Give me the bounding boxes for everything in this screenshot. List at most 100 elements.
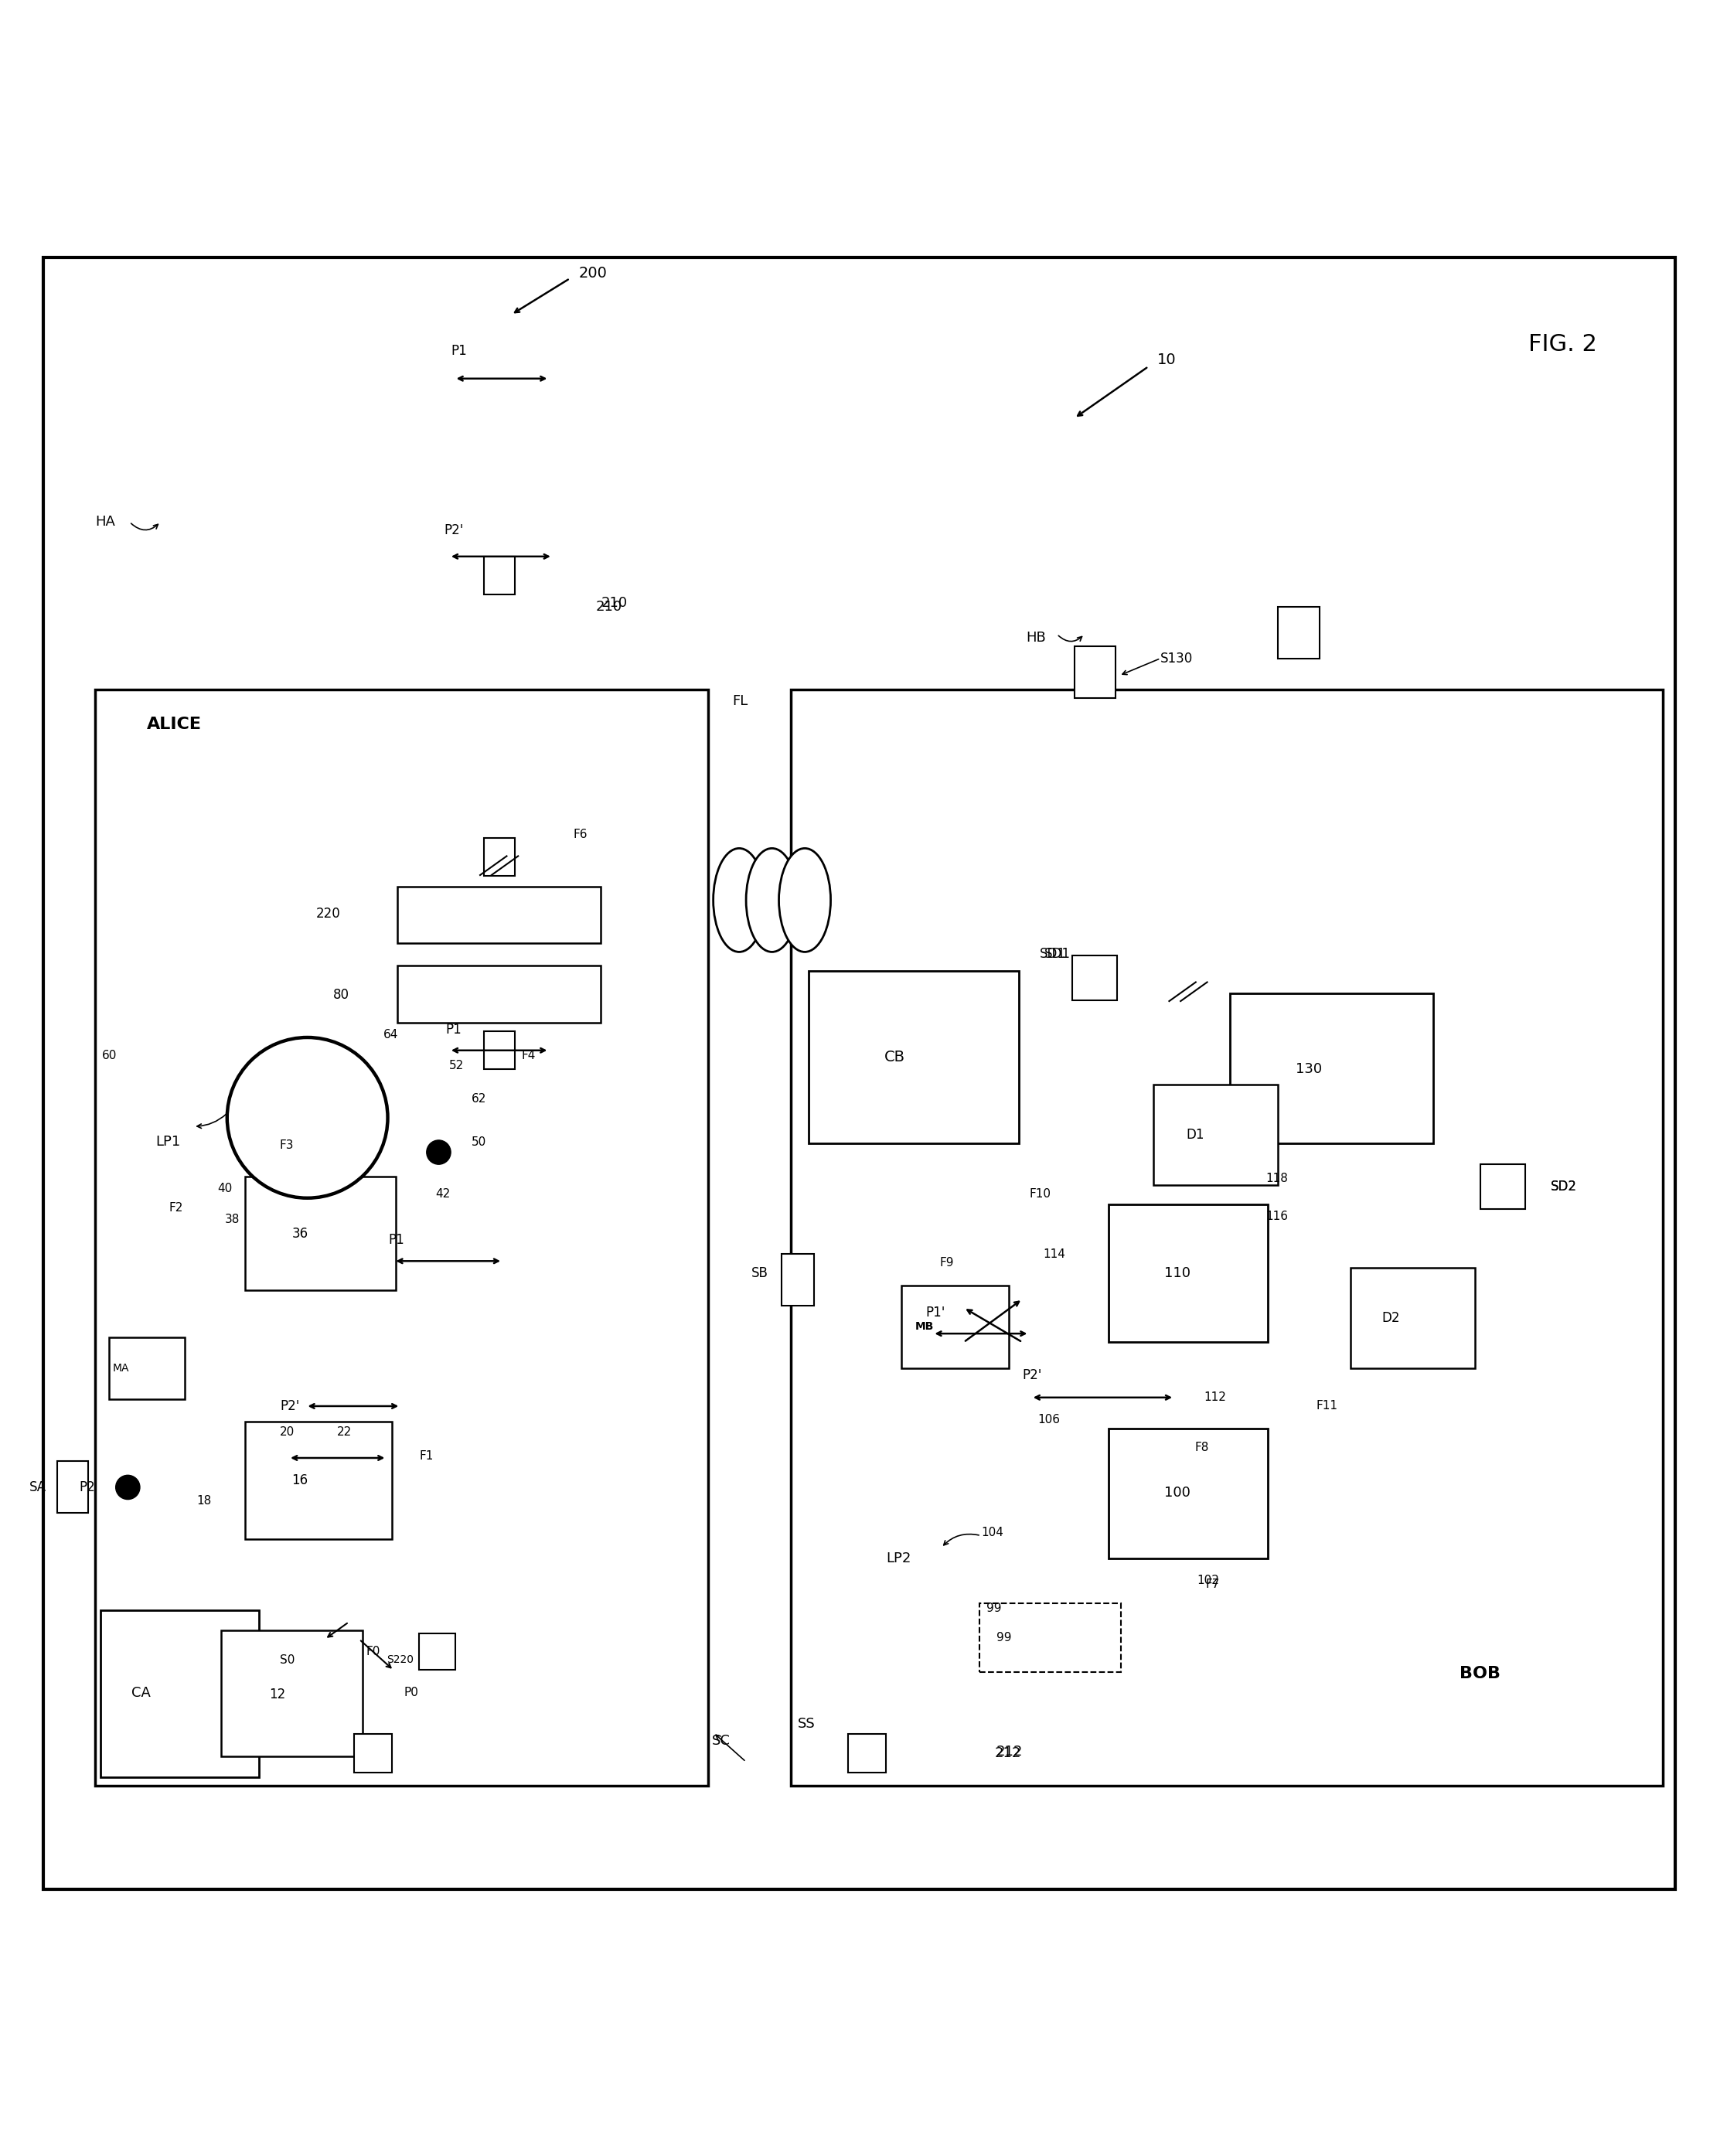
Bar [979,1604,1121,1673]
Text: 99: 99 [986,1602,1002,1615]
Bar [484,839,515,875]
Text: D1: D1 [1186,1128,1205,1143]
Text: F1: F1 [420,1451,433,1462]
Text: 200: 200 [579,265,608,280]
Text: SD2: SD2 [1551,1179,1577,1194]
Text: FIG. 2: FIG. 2 [1528,332,1597,356]
Text: MB: MB [915,1322,934,1332]
Text: 64: 64 [383,1028,399,1041]
Text: 12: 12 [269,1688,287,1701]
Text: 40: 40 [218,1184,233,1194]
Text: F2: F2 [169,1201,183,1214]
Text: SA: SA [29,1481,47,1494]
Bar [484,556,515,595]
Text: F0: F0 [366,1645,380,1658]
Bar [100,1611,259,1777]
Text: 106: 106 [1038,1414,1060,1425]
Text: S130: S130 [1161,651,1193,666]
Bar [484,1031,515,1069]
Text: FL: FL [732,694,748,709]
Bar [397,966,601,1022]
Text: LP1: LP1 [155,1134,180,1149]
Text: 50: 50 [471,1136,487,1147]
Circle shape [116,1475,140,1498]
Bar [808,970,1019,1143]
Text: ALICE: ALICE [147,716,202,731]
Text: S220: S220 [387,1654,414,1664]
Bar [1072,955,1117,1000]
Text: 52: 52 [449,1061,465,1072]
Circle shape [427,1141,451,1164]
Text: 212: 212 [995,1746,1021,1759]
Bar [354,1733,392,1772]
Bar [245,1177,395,1291]
Text: P2': P2' [1022,1369,1041,1382]
Text: CA: CA [131,1686,150,1699]
Text: 80: 80 [333,987,349,1003]
Text: P1: P1 [451,345,466,358]
Text: P0: P0 [404,1686,418,1699]
Text: BOB: BOB [1459,1667,1501,1682]
Text: 104: 104 [981,1526,1003,1537]
Text: F7: F7 [1205,1578,1219,1589]
Ellipse shape [746,847,798,953]
Bar [418,1634,456,1669]
Ellipse shape [779,847,831,953]
Text: 114: 114 [1043,1248,1066,1259]
Text: 112: 112 [1204,1391,1226,1404]
Ellipse shape [226,1037,387,1199]
Text: P1: P1 [389,1233,404,1248]
Text: 38: 38 [225,1214,240,1225]
Text: 210: 210 [601,595,627,610]
Bar [109,1337,185,1399]
Bar [791,690,1663,1785]
Bar [1278,606,1319,658]
Text: P2': P2' [280,1399,299,1412]
Text: P2: P2 [79,1481,95,1494]
Ellipse shape [713,847,765,953]
Text: D2: D2 [1382,1311,1401,1326]
Text: P1': P1' [926,1307,945,1319]
Text: 18: 18 [197,1496,212,1507]
Bar [221,1630,363,1757]
Text: S0: S0 [280,1654,295,1667]
Text: F10: F10 [1029,1188,1052,1199]
Text: 110: 110 [1164,1266,1190,1281]
Bar [1480,1164,1525,1210]
Bar [1230,994,1433,1143]
Text: 116: 116 [1266,1210,1288,1222]
Text: HA: HA [95,515,116,528]
Text: P1: P1 [446,1022,461,1037]
Text: LP2: LP2 [886,1550,910,1565]
Text: 22: 22 [337,1427,352,1438]
Text: F3: F3 [280,1141,294,1151]
Bar [57,1462,88,1514]
Bar [848,1733,886,1772]
Text: 62: 62 [471,1093,487,1104]
Text: F9: F9 [939,1257,953,1268]
Bar [397,886,601,944]
Text: SC: SC [712,1733,731,1749]
Text: 36: 36 [292,1227,307,1240]
Text: SB: SB [751,1266,769,1281]
Text: 99: 99 [996,1632,1012,1643]
Bar [1109,1203,1268,1343]
Text: F8: F8 [1195,1442,1209,1453]
Text: SD1: SD1 [1040,946,1066,962]
Bar [304,1147,335,1186]
Text: 20: 20 [280,1427,295,1438]
Text: 42: 42 [435,1188,451,1199]
Text: HB: HB [1026,632,1047,645]
Text: SD2: SD2 [1551,1179,1577,1194]
Text: 16: 16 [292,1473,307,1488]
Text: SS: SS [798,1716,815,1731]
Text: 210: 210 [596,599,622,614]
Text: P2': P2' [444,524,463,537]
Text: 130: 130 [1295,1063,1321,1076]
Bar [901,1285,1009,1369]
Text: 102: 102 [1197,1574,1219,1587]
Text: SD1: SD1 [1045,946,1071,962]
Text: F6: F6 [573,828,587,841]
Text: 212: 212 [996,1744,1022,1759]
Text: CB: CB [884,1050,905,1065]
